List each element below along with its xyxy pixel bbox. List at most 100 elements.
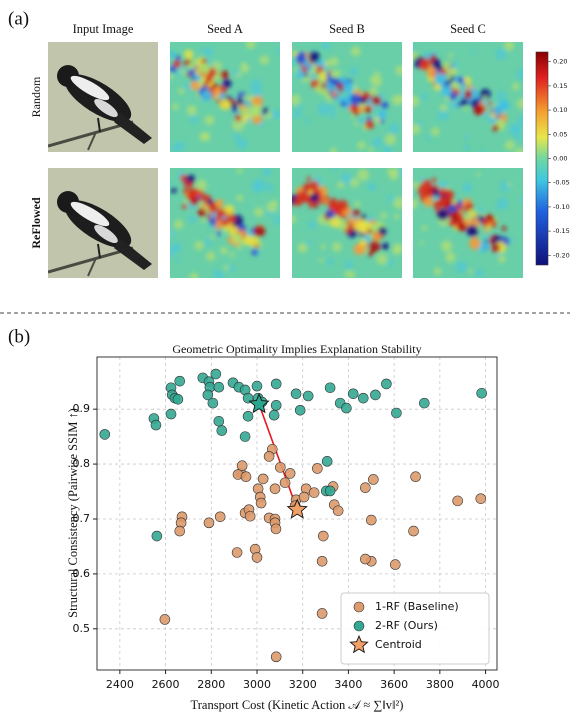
scatter-point bbox=[360, 553, 371, 565]
map-blob bbox=[438, 180, 448, 190]
scatter-point bbox=[317, 530, 329, 542]
map-blob bbox=[440, 240, 453, 252]
row-label: ReFlowed bbox=[29, 197, 43, 249]
map-blob bbox=[457, 200, 463, 207]
scatter-point bbox=[389, 559, 401, 570]
map-blob bbox=[331, 197, 337, 203]
map-blob bbox=[425, 135, 431, 141]
map-blob bbox=[393, 197, 402, 209]
scatter-point bbox=[410, 471, 421, 483]
map-blob bbox=[200, 131, 211, 142]
map-blob bbox=[310, 79, 320, 88]
map-blob bbox=[188, 215, 197, 223]
map-blob bbox=[173, 219, 184, 230]
map-blob bbox=[359, 239, 367, 247]
map-blob bbox=[479, 149, 485, 152]
map-blob bbox=[238, 104, 244, 109]
map-blob bbox=[438, 196, 448, 207]
map-blob bbox=[338, 220, 349, 231]
map-blob bbox=[349, 67, 358, 76]
map-blob bbox=[170, 246, 176, 257]
map-blob bbox=[382, 146, 392, 152]
map-blob bbox=[324, 61, 330, 66]
map-blob bbox=[236, 138, 248, 150]
colorbar-tick-label: -0.15 bbox=[553, 227, 570, 235]
map-blob bbox=[227, 264, 236, 273]
saliency-map bbox=[413, 42, 523, 152]
map-blob bbox=[340, 100, 347, 107]
map-blob bbox=[458, 93, 465, 100]
y-tick-label: 0.8 bbox=[73, 457, 91, 470]
map-blob bbox=[455, 261, 468, 273]
map-blob bbox=[420, 93, 428, 101]
map-blob bbox=[344, 260, 353, 269]
map-blob bbox=[515, 134, 523, 141]
map-blob bbox=[462, 182, 473, 193]
map-blob bbox=[170, 187, 177, 194]
scatter-point bbox=[357, 392, 369, 404]
map-blob bbox=[478, 215, 485, 223]
map-blob bbox=[179, 69, 185, 75]
scatter-point bbox=[452, 495, 463, 507]
map-blob bbox=[306, 176, 312, 182]
map-blob bbox=[245, 42, 256, 49]
map-blob bbox=[371, 75, 383, 87]
map-blob bbox=[181, 203, 188, 210]
map-blob bbox=[189, 115, 198, 124]
centroid-point bbox=[248, 393, 270, 414]
map-blob bbox=[352, 209, 360, 217]
map-blob bbox=[391, 94, 402, 106]
panel-a: Input Image Seed A Seed B Seed C Random ReFlo… bbox=[29, 22, 570, 278]
map-blob bbox=[479, 89, 491, 101]
map-blob bbox=[310, 180, 319, 190]
legend-box bbox=[340, 592, 490, 665]
map-blob bbox=[224, 204, 235, 215]
map-blob bbox=[342, 97, 348, 102]
map-blob bbox=[207, 59, 214, 65]
scatter-point bbox=[213, 381, 225, 393]
map-blob bbox=[364, 234, 370, 241]
scatter-point bbox=[231, 547, 243, 558]
map-blob bbox=[321, 42, 331, 51]
map-blob bbox=[493, 99, 498, 105]
map-blob bbox=[301, 66, 308, 73]
scatter-point bbox=[316, 608, 328, 619]
scatter-point bbox=[251, 380, 263, 392]
colorbar-tick-label: 0.00 bbox=[553, 155, 567, 163]
map-blob bbox=[204, 47, 214, 57]
map-blob bbox=[372, 232, 382, 242]
x-tick-label: 2600 bbox=[152, 678, 180, 691]
map-blob bbox=[292, 94, 301, 106]
map-blob bbox=[471, 236, 478, 243]
scatter-point bbox=[279, 477, 291, 489]
map-blob bbox=[210, 234, 215, 239]
map-blob bbox=[230, 102, 238, 110]
map-blob bbox=[342, 81, 355, 94]
map-blob bbox=[205, 251, 216, 262]
input-image bbox=[48, 168, 158, 278]
map-blob bbox=[218, 92, 226, 100]
map-blob bbox=[437, 109, 449, 121]
map-blob bbox=[365, 120, 375, 130]
scatter-point bbox=[312, 463, 323, 474]
map-blob bbox=[439, 104, 448, 112]
map-blob bbox=[386, 168, 394, 175]
map-blob bbox=[445, 252, 456, 263]
map-blob bbox=[353, 121, 359, 127]
map-blob bbox=[175, 256, 181, 262]
map-blob bbox=[516, 68, 523, 81]
scatter-point bbox=[294, 404, 306, 416]
map-blob bbox=[346, 270, 356, 278]
legend-marker bbox=[353, 601, 365, 613]
legend-label: Centroid bbox=[375, 638, 422, 651]
map-blob bbox=[223, 265, 229, 271]
map-blob bbox=[350, 178, 360, 188]
scatter-point bbox=[408, 525, 419, 537]
map-blob bbox=[330, 77, 339, 86]
map-blob bbox=[500, 203, 506, 209]
saliency-map bbox=[170, 42, 280, 152]
map-blob bbox=[384, 133, 397, 145]
panel-label: (a) bbox=[8, 8, 29, 29]
map-blob bbox=[351, 106, 359, 113]
colorbar-tick-label: -0.05 bbox=[553, 179, 570, 187]
